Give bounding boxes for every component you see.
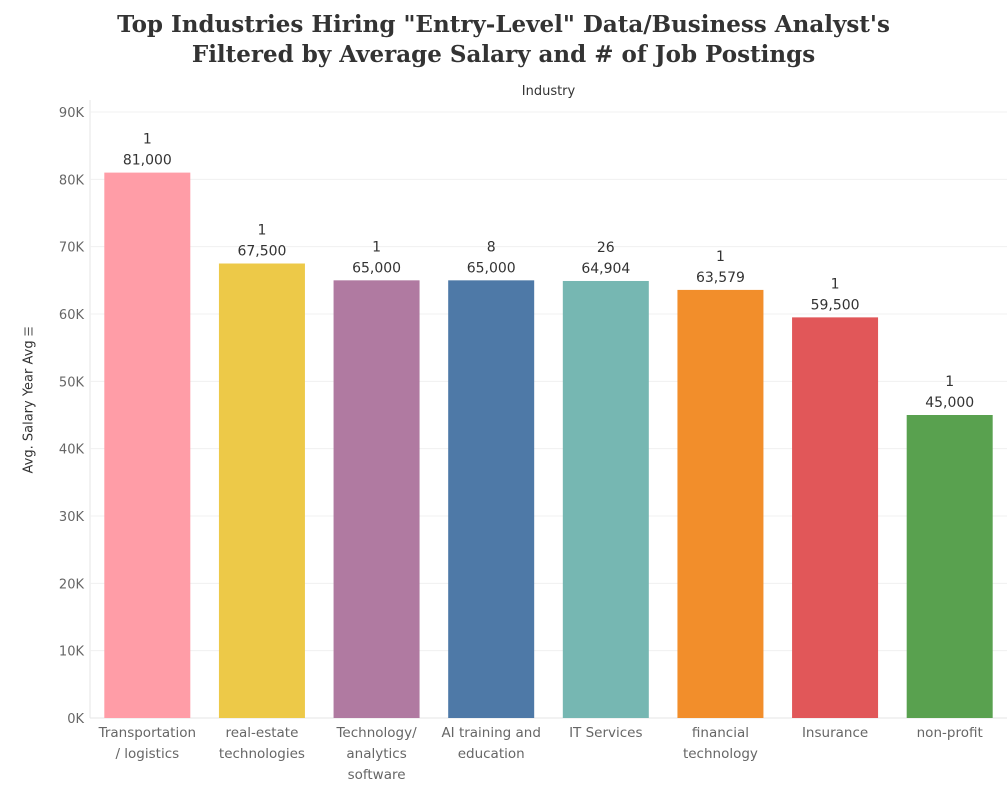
x-tick-label-line: Technology/ — [335, 725, 417, 741]
data-label-salary: 67,500 — [237, 244, 286, 260]
data-label-postings: 1 — [143, 132, 152, 148]
x-tick-label-line: analytics — [346, 746, 406, 762]
bar[interactable] — [562, 280, 649, 718]
data-label-postings: 1 — [372, 239, 381, 255]
x-tick-label-line: Transportation — [98, 725, 196, 741]
data-label-salary: 59,500 — [811, 297, 860, 313]
y-tick-label: 60K — [59, 308, 85, 323]
y-tick-label: 30K — [59, 510, 85, 525]
x-tick-label-line: software — [348, 767, 406, 783]
bar[interactable] — [104, 172, 191, 719]
x-tick-label[interactable]: Insurance — [802, 725, 868, 741]
x-tick-label-line: AI training and — [441, 725, 541, 741]
x-tick-label-line: technology — [683, 746, 758, 762]
x-tick-label-line: non-profit — [917, 725, 983, 741]
x-tick-label-line: Insurance — [802, 725, 868, 741]
data-label-salary: 65,000 — [352, 260, 401, 276]
x-tick-label-line: technologies — [219, 746, 305, 762]
y-tick-label: 70K — [59, 241, 85, 256]
x-tick-label[interactable]: IT Services — [569, 725, 642, 741]
data-label-salary: 65,000 — [467, 260, 516, 276]
x-tick-label-line: IT Services — [569, 725, 642, 741]
bar[interactable] — [677, 289, 764, 718]
chart-title: Top Industries Hiring "Entry-Level" Data… — [0, 10, 1007, 70]
x-tick-label-line: real-estate — [225, 725, 298, 741]
y-tick-label: 90K — [59, 106, 85, 121]
bar[interactable] — [792, 317, 879, 718]
data-label-postings: 1 — [257, 223, 266, 239]
data-label-postings: 8 — [487, 239, 496, 255]
data-label-postings: 1 — [945, 374, 954, 390]
data-label-salary: 45,000 — [925, 395, 974, 411]
x-tick-label[interactable]: AI training and education — [441, 725, 541, 762]
data-label-postings: 1 — [831, 276, 840, 292]
y-tick-label: 10K — [59, 645, 85, 660]
data-label-salary: 63,579 — [696, 270, 745, 286]
y-tick-label: 50K — [59, 375, 85, 390]
x-tick-label[interactable]: Transportation / logistics — [98, 725, 196, 762]
x-tick-label-line: / logistics — [115, 746, 179, 762]
bar[interactable] — [906, 415, 993, 718]
column-header-industry[interactable]: Industry — [521, 84, 576, 99]
data-label-postings: 1 — [716, 249, 725, 265]
x-tick-label[interactable]: real-estate technologies — [219, 725, 305, 762]
y-tick-label: 20K — [59, 577, 85, 592]
x-tick-label[interactable]: financial technology — [683, 725, 758, 762]
bar[interactable] — [333, 280, 420, 718]
y-tick-label: 0K — [67, 712, 84, 727]
bar[interactable] — [218, 263, 305, 719]
y-tick-label: 40K — [59, 443, 85, 458]
x-tick-label-line: education — [458, 746, 525, 762]
x-tick-label-line: financial — [692, 725, 749, 741]
chart-title-line-2: Filtered by Average Salary and # of Job … — [191, 41, 816, 68]
data-label-salary: 64,904 — [581, 261, 630, 277]
x-tick-label[interactable]: Technology/analytics software — [335, 725, 417, 783]
y-tick-label: 80K — [59, 173, 85, 188]
data-label-postings: 26 — [597, 240, 615, 256]
x-tick-label[interactable]: non-profit — [917, 725, 983, 741]
bar[interactable] — [448, 280, 535, 718]
chart-title-line-1: Top Industries Hiring "Entry-Level" Data… — [117, 11, 890, 38]
data-label-salary: 81,000 — [123, 153, 172, 169]
